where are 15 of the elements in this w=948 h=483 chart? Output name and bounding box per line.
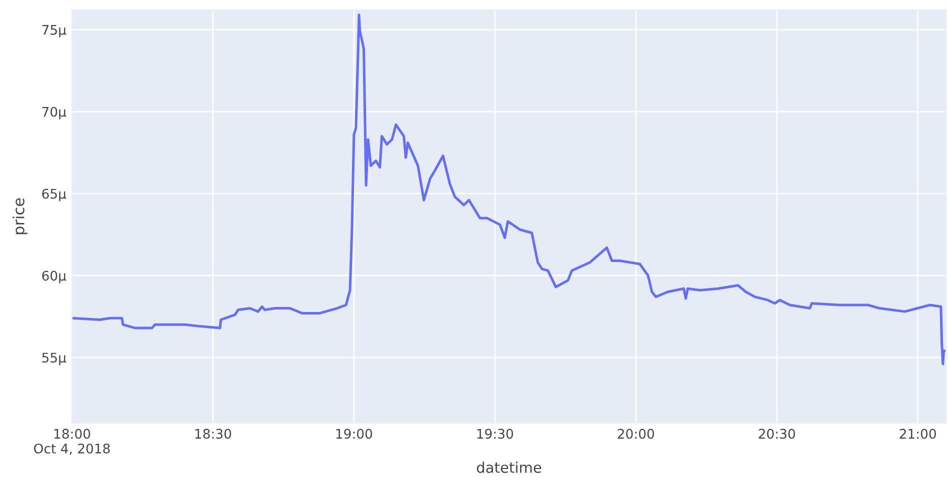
x-tick-label: 21:00 bbox=[900, 428, 936, 439]
y-tick-label: 65µ bbox=[42, 188, 66, 202]
y-axis-title: price bbox=[12, 198, 28, 234]
x-tick-label: 20:00 bbox=[618, 428, 654, 439]
x-tick-label: 18:00 Oct 4, 2018 bbox=[34, 428, 110, 455]
y-tick-label: 60µ bbox=[42, 270, 66, 284]
x-tick-label: 19:30 bbox=[477, 428, 514, 439]
x-tick-label: 18:30 bbox=[195, 428, 232, 439]
x-axis-title: datetime bbox=[476, 462, 542, 473]
line-series bbox=[72, 14, 946, 366]
x-tick-label: 20:30 bbox=[758, 428, 795, 439]
y-tick-label: 70µ bbox=[42, 106, 66, 120]
x-tick-label: 19:00 bbox=[336, 428, 372, 439]
y-tick-label: 75µ bbox=[42, 25, 66, 38]
y-tick-label: 55µ bbox=[42, 352, 66, 366]
